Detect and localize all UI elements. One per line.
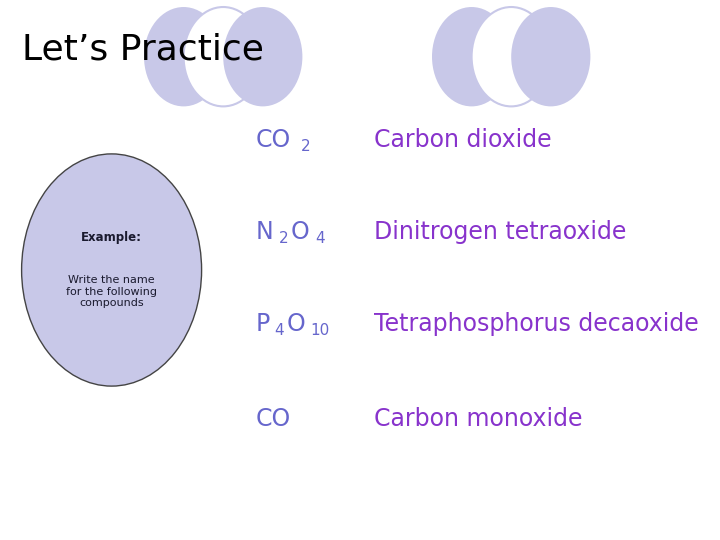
Text: O: O (287, 312, 305, 336)
Text: N: N (256, 220, 274, 244)
Text: 2: 2 (301, 139, 311, 154)
Text: Write the name
for the following
compounds: Write the name for the following compoun… (66, 275, 157, 308)
Text: O: O (291, 220, 310, 244)
Ellipse shape (223, 7, 302, 106)
Text: Carbon monoxide: Carbon monoxide (374, 407, 583, 430)
Text: 2: 2 (279, 231, 288, 246)
Text: Carbon dioxide: Carbon dioxide (374, 129, 552, 152)
Text: 4: 4 (315, 231, 325, 246)
Text: 10: 10 (310, 323, 330, 338)
Text: CO: CO (256, 129, 291, 152)
Text: Tetraphosphorus decaoxide: Tetraphosphorus decaoxide (374, 312, 699, 336)
Text: Example:: Example: (81, 231, 142, 244)
Text: P: P (256, 312, 270, 336)
Ellipse shape (184, 7, 263, 106)
Ellipse shape (472, 7, 551, 106)
Text: 4: 4 (274, 323, 284, 338)
Text: Let’s Practice: Let’s Practice (22, 32, 264, 66)
Text: Dinitrogen tetraoxide: Dinitrogen tetraoxide (374, 220, 627, 244)
Text: CO: CO (256, 407, 291, 430)
Ellipse shape (144, 7, 223, 106)
Ellipse shape (432, 7, 511, 106)
Ellipse shape (22, 154, 202, 386)
Ellipse shape (511, 7, 590, 106)
